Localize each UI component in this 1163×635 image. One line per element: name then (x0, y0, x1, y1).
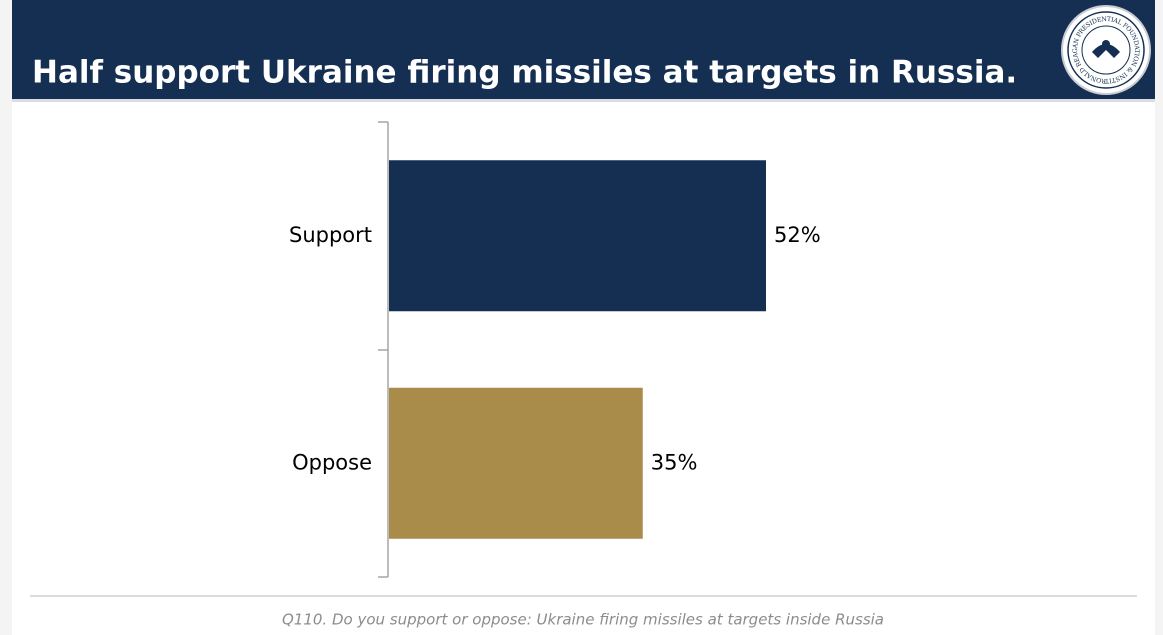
footnote: Q110. Do you support or oppose: Ukraine … (282, 611, 884, 629)
logo-ring (1067, 11, 1145, 89)
logo-eagle-head (1102, 40, 1110, 48)
logo-inner-ring (1081, 25, 1131, 75)
chart-title: Half support Ukraine firing missiles at … (32, 55, 1017, 91)
value-label: 52% (774, 223, 821, 247)
logo-eagle (1092, 44, 1120, 58)
category-label: Support (289, 223, 372, 247)
header-band (12, 0, 1155, 101)
category-label: Oppose (292, 450, 372, 474)
bar (389, 160, 766, 312)
bar (389, 387, 643, 539)
header-rule (12, 99, 1155, 102)
value-label: 35% (651, 450, 698, 474)
